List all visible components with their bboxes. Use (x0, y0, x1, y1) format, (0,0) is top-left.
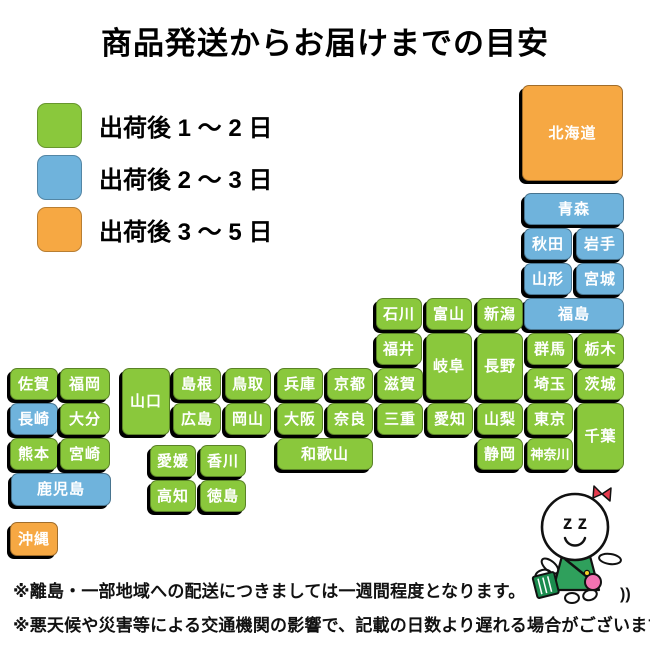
prefecture-box: 石川 (376, 298, 422, 330)
prefecture-box: 宮崎 (60, 438, 110, 470)
prefecture-box: 熊本 (10, 438, 58, 470)
prefecture-box: 兵庫 (277, 368, 323, 400)
prefecture-box: 和歌山 (277, 438, 373, 470)
prefecture-box: 大阪 (277, 403, 323, 435)
prefecture-box: 茨城 (577, 368, 624, 400)
prefecture-box: 山口 (122, 368, 170, 435)
legend-item-1-2-days: 出荷後 1 〜 2 日 (37, 103, 272, 148)
legend-swatch-orange (37, 207, 82, 252)
mascot-bag (584, 573, 602, 591)
prefecture-box: 長崎 (10, 403, 58, 435)
legend-label: 出荷後 3 〜 5 日 (99, 219, 273, 246)
prefecture-box: 神奈川 (527, 438, 573, 470)
prefecture-box: 島根 (173, 368, 221, 400)
prefecture-box: 青森 (524, 193, 624, 225)
legend-item-3-5-days: 出荷後 3 〜 5 日 (37, 207, 272, 252)
prefecture-box: 奈良 (327, 403, 373, 435)
mascot-arm (598, 552, 622, 566)
prefecture-box: 長野 (477, 333, 523, 400)
prefecture-box: 秋田 (524, 228, 572, 260)
legend-label: 出荷後 1 〜 2 日 (99, 115, 273, 142)
prefecture-box: 新潟 (477, 298, 523, 330)
prefecture-box: 福島 (524, 298, 624, 330)
prefecture-box: 山梨 (477, 403, 523, 435)
prefecture-box: 三重 (377, 403, 423, 435)
mascot-head (540, 492, 610, 562)
mascot-bow-icon (592, 485, 612, 502)
prefecture-box: 栃木 (577, 333, 624, 365)
prefecture-box: 滋賀 (377, 368, 423, 400)
prefecture-box: 広島 (173, 403, 221, 435)
footnote-remote-islands: ※離島・一部地域への配送につきましては一週間程度となります。 (13, 582, 526, 601)
prefecture-box: 静岡 (477, 438, 523, 470)
prefecture-box: 北海道 (522, 85, 623, 181)
prefecture-box: 沖縄 (10, 522, 58, 556)
mascot-bag-button (583, 569, 591, 577)
prefecture-box: 鹿児島 (11, 473, 111, 506)
prefecture-box: 鳥取 (225, 368, 271, 400)
legend-swatch-blue (37, 155, 82, 200)
prefecture-box: 宮城 (576, 263, 624, 295)
prefecture-box: 富山 (426, 298, 472, 330)
footnote-weather-delay: ※悪天候や災害等による交通機関の影響で、記載の日数より遅れる場合がございます。 (13, 616, 650, 635)
prefecture-box: 山形 (524, 263, 572, 295)
legend-swatch-green (37, 103, 82, 148)
mascot-sleep-eyes: z z (563, 513, 587, 534)
prefecture-box: 岡山 (225, 403, 271, 435)
prefecture-box: 福井 (376, 333, 422, 365)
prefecture-box: 愛媛 (150, 445, 196, 477)
prefecture-box: 京都 (327, 368, 373, 400)
delivery-legend: 出荷後 1 〜 2 日 出荷後 2 〜 3 日 出荷後 3 〜 5 日 (37, 103, 272, 259)
prefecture-box: 佐賀 (10, 368, 58, 400)
page-title: 商品発送からお届けまでの目安 (101, 26, 549, 61)
prefecture-box: 香川 (200, 445, 246, 477)
legend-label: 出荷後 2 〜 3 日 (99, 167, 273, 194)
prefecture-box: 福岡 (60, 368, 110, 400)
prefecture-box: 岐阜 (426, 333, 472, 400)
prefecture-box: 群馬 (527, 333, 573, 365)
mascot-motion-marks: )) (620, 586, 631, 603)
mascot-smile (563, 536, 587, 547)
mascot-character: z z )) (531, 485, 631, 604)
prefecture-box: 埼玉 (527, 368, 573, 400)
mascot-leg (564, 592, 580, 604)
prefecture-box: 徳島 (200, 480, 246, 512)
prefecture-box: 愛知 (427, 403, 473, 435)
prefecture-box: 東京 (527, 403, 573, 435)
footnotes: ※離島・一部地域への配送につきましては一週間程度となります。 ※悪天候や災害等に… (13, 577, 650, 645)
prefecture-box: 大分 (60, 403, 110, 435)
mascot-basket (531, 568, 560, 599)
legend-item-2-3-days: 出荷後 2 〜 3 日 (37, 155, 272, 200)
prefecture-box: 千葉 (577, 403, 624, 470)
prefecture-box: 高知 (150, 480, 196, 512)
prefecture-box: 岩手 (576, 228, 624, 260)
